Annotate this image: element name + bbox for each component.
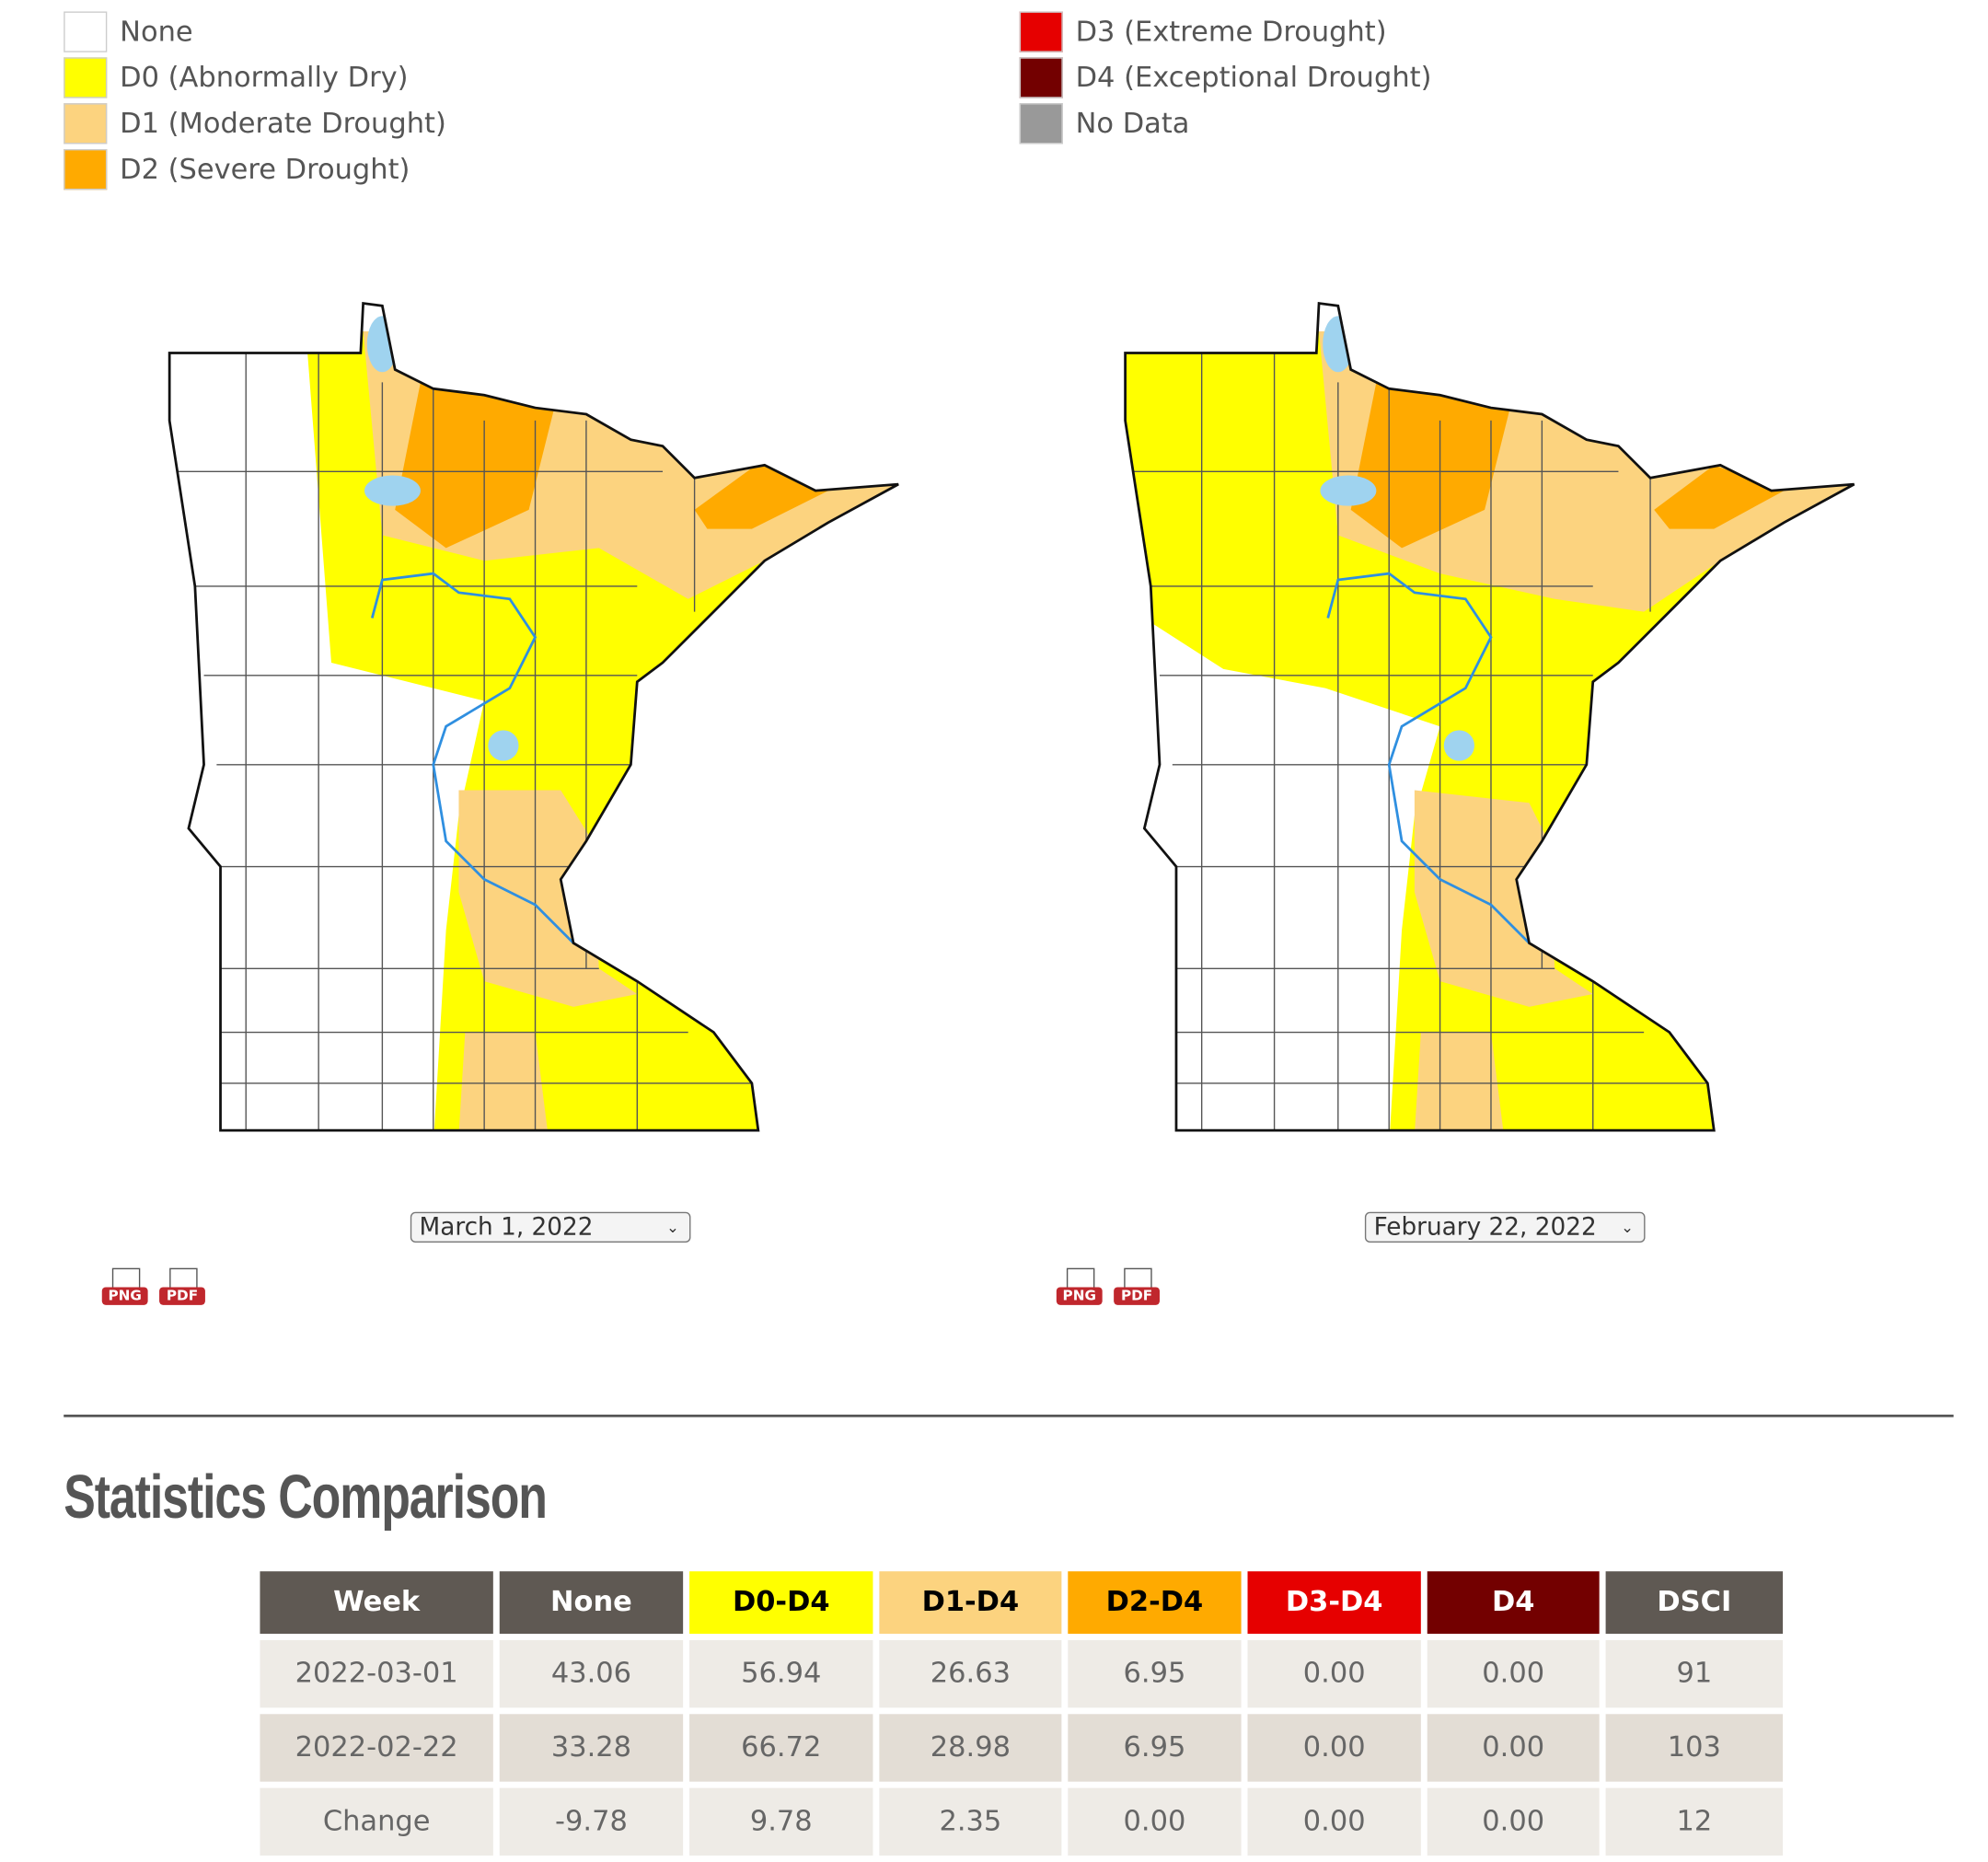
legend-label: D2 (Severe Drought)	[120, 153, 410, 186]
legend-label: None	[120, 16, 193, 48]
table-cell: 26.63	[879, 1639, 1062, 1708]
png-download[interactable]: PNG	[1056, 1267, 1103, 1314]
legend-item: No Data	[1019, 102, 1190, 145]
lake	[364, 475, 421, 506]
legend-swatch	[64, 148, 108, 191]
icon-label: PDF	[159, 1287, 205, 1305]
legend-swatch	[64, 103, 108, 145]
legend-item: D0 (Abnormally Dry)	[64, 56, 409, 99]
lake	[1320, 475, 1377, 506]
column-header: None	[499, 1571, 684, 1635]
region-d2	[395, 382, 555, 549]
table-cell: 0.00	[1427, 1639, 1600, 1708]
png-download[interactable]: PNG	[101, 1267, 148, 1314]
legend-swatch	[64, 57, 108, 98]
legend-swatch	[64, 11, 108, 52]
column-header: Week	[260, 1571, 493, 1635]
table-cell: 6.95	[1068, 1714, 1242, 1782]
pdf-download[interactable]: PDF	[1114, 1267, 1160, 1314]
table-cell: Change	[260, 1787, 493, 1856]
dropdown-arrow: ⌄	[666, 1218, 679, 1237]
legend-label: D0 (Abnormally Dry)	[120, 62, 409, 94]
section-title: Statistics Comparison	[64, 1463, 548, 1532]
date-text: March 1, 2022	[419, 1213, 594, 1242]
legend-label: D1 (Moderate Drought)	[120, 107, 446, 140]
icon-label: PNG	[101, 1287, 148, 1305]
table-cell: 33.28	[499, 1714, 684, 1782]
date-select[interactable]: March 1, 2022 ⌄	[410, 1211, 691, 1243]
table-cell: 2022-02-22	[260, 1714, 493, 1782]
map-left	[168, 302, 900, 1132]
table-cell: 91	[1605, 1639, 1784, 1708]
table-cell: 0.00	[1427, 1714, 1600, 1782]
table-cell: 28.98	[879, 1714, 1062, 1782]
table-cell: 0.00	[1247, 1787, 1421, 1856]
icon-label: PNG	[1056, 1287, 1103, 1305]
river	[370, 572, 600, 957]
river	[1326, 572, 1555, 957]
legend-item: None	[64, 10, 193, 53]
map-right	[1124, 302, 1855, 1132]
pdf-download[interactable]: PDF	[159, 1267, 205, 1314]
legend-item: D2 (Severe Drought)	[64, 148, 410, 191]
legend-label: No Data	[1075, 107, 1190, 140]
statistics-table: Week None D0-D4 D1-D4 D2-D4 D3-D4 D4 DSCI 2022-0…	[254, 1565, 1789, 1862]
column-header: D1-D4	[879, 1571, 1062, 1635]
table-cell: 103	[1605, 1714, 1784, 1782]
table-cell: 6.95	[1068, 1639, 1242, 1708]
legend-item: D4 (Exceptional Drought)	[1019, 56, 1432, 99]
table-cell: 56.94	[689, 1639, 873, 1708]
column-header: D2-D4	[1068, 1571, 1242, 1635]
column-header: D0-D4	[689, 1571, 873, 1635]
table-cell: 2022-03-01	[260, 1639, 493, 1708]
maps	[168, 302, 1855, 1132]
table-cell: 0.00	[1247, 1714, 1421, 1782]
table-cell: 0.00	[1427, 1787, 1600, 1856]
region-d2	[1350, 382, 1510, 549]
legend-label: D3 (Extreme Drought)	[1075, 16, 1387, 48]
table-cell: 0.00	[1247, 1639, 1421, 1708]
table-row: 2022-02-22 33.28 66.72 28.98 6.95 0.00 0.00 103	[260, 1714, 1784, 1782]
lake	[1443, 730, 1474, 761]
table-row: 2022-03-01 43.06 56.94 26.63 6.95 0.00 0.00 91	[260, 1639, 1784, 1708]
county-lines	[1125, 353, 1708, 1131]
legend-swatch	[1019, 103, 1063, 145]
legend-swatch	[1019, 57, 1063, 98]
table-cell: -9.78	[499, 1787, 684, 1856]
column-header: DSCI	[1605, 1571, 1784, 1635]
header-row: Week None D0-D4 D1-D4 D2-D4 D3-D4 D4 DSCI	[260, 1571, 1784, 1635]
table-cell: 2.35	[879, 1787, 1062, 1856]
table-row: Change -9.78 9.78 2.35 0.00 0.00 0.00 12	[260, 1787, 1784, 1856]
column-header: D4	[1427, 1571, 1600, 1635]
icon-label: PDF	[1114, 1287, 1160, 1305]
legend-item: D3 (Extreme Drought)	[1019, 10, 1387, 53]
divider	[64, 1414, 1954, 1417]
table-cell: 43.06	[499, 1639, 684, 1708]
table-cell: 9.78	[689, 1787, 873, 1856]
legend-swatch	[1019, 11, 1063, 52]
dropdown-arrow: ⌄	[1621, 1218, 1635, 1237]
table-cell: 0.00	[1068, 1787, 1242, 1856]
date-text: February 22, 2022	[1373, 1213, 1597, 1242]
lake	[488, 730, 519, 761]
column-header: D3-D4	[1247, 1571, 1421, 1635]
table-cell: 12	[1605, 1787, 1784, 1856]
table-cell: 66.72	[689, 1714, 873, 1782]
date-select[interactable]: February 22, 2022 ⌄	[1364, 1211, 1646, 1243]
legend-item: D1 (Moderate Drought)	[64, 102, 446, 145]
county-lines	[169, 353, 752, 1131]
legend-label: D4 (Exceptional Drought)	[1075, 62, 1432, 94]
